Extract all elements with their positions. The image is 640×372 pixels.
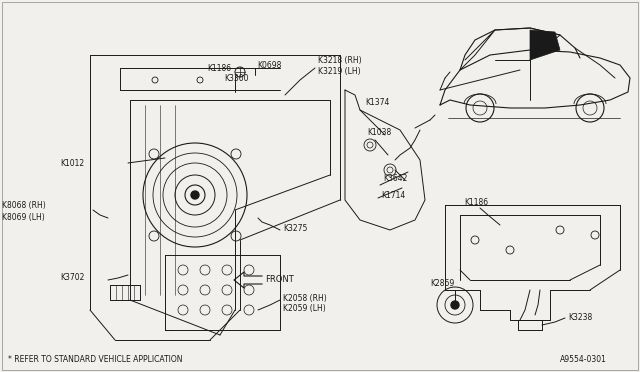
Text: K2059 (LH): K2059 (LH) — [283, 304, 326, 312]
Text: K2058 (RH): K2058 (RH) — [283, 294, 327, 302]
Text: K3238: K3238 — [568, 314, 592, 323]
Text: K8069 (LH): K8069 (LH) — [2, 212, 45, 221]
Text: K2869: K2869 — [430, 279, 454, 288]
Text: K0698: K0698 — [257, 61, 282, 70]
Text: K3275: K3275 — [283, 224, 307, 232]
Text: K3300: K3300 — [224, 74, 248, 83]
Text: K1374: K1374 — [365, 97, 389, 106]
Text: K3702: K3702 — [60, 273, 84, 282]
Text: K3218 (RH): K3218 (RH) — [318, 55, 362, 64]
Text: FRONT: FRONT — [265, 276, 294, 285]
Text: K3642: K3642 — [383, 173, 408, 183]
Text: K1714: K1714 — [381, 190, 405, 199]
Text: K1186: K1186 — [207, 64, 231, 73]
Text: K1186: K1186 — [464, 198, 488, 206]
Circle shape — [191, 191, 199, 199]
Text: A9554-0301: A9554-0301 — [560, 356, 607, 365]
Text: K1012: K1012 — [60, 158, 84, 167]
Text: K3219 (LH): K3219 (LH) — [318, 67, 360, 76]
Text: * REFER TO STANDARD VEHICLE APPLICATION: * REFER TO STANDARD VEHICLE APPLICATION — [8, 356, 182, 365]
Text: K1038: K1038 — [367, 128, 391, 137]
Circle shape — [451, 301, 459, 309]
Polygon shape — [530, 30, 560, 60]
Text: K8068 (RH): K8068 (RH) — [2, 201, 45, 209]
